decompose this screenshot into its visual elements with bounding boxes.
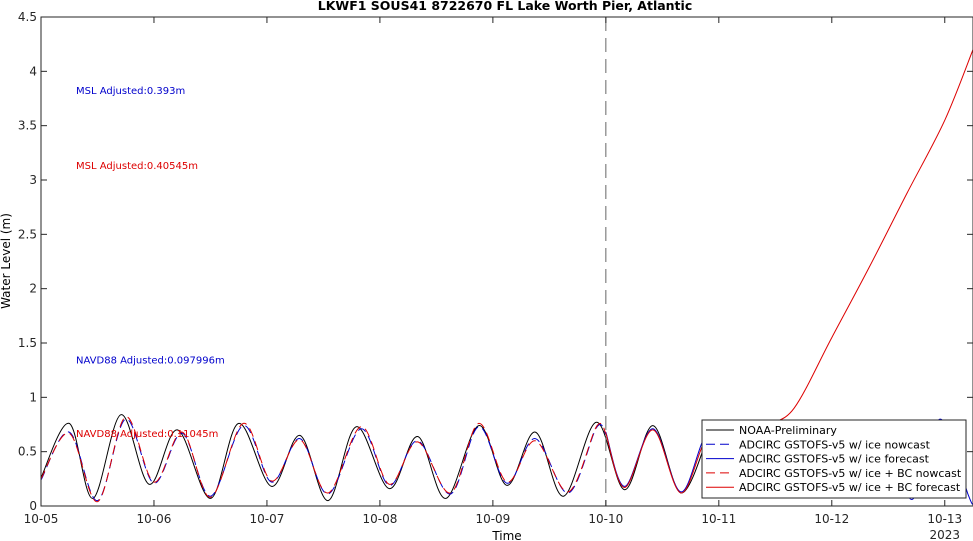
x-tick-label: 10-07 (250, 512, 285, 526)
chart-title: LKWF1 SOUS41 8722670 FL Lake Worth Pier,… (318, 0, 692, 13)
legend-entry-label: ADCIRC GSTOFS-v5 w/ ice + BC nowcast (739, 467, 962, 480)
x-axis-label: Time (491, 529, 521, 541)
y-tick-label: 4 (29, 64, 37, 78)
legend-entry-label: ADCIRC GSTOFS-v5 w/ ice + BC forecast (739, 481, 961, 494)
x-tick-label: 10-13 (927, 512, 962, 526)
y-tick-label: 1 (29, 390, 37, 404)
y-axis-label: Water Level (m) (0, 213, 13, 309)
legend-entry-label: NOAA-Preliminary (739, 424, 837, 437)
plot-area-frame (40, 16, 973, 507)
annotation-label: MSL Adjusted:0.393m (76, 86, 185, 97)
y-tick-label: 0 (29, 499, 37, 513)
x-tick-label: 10-06 (137, 512, 172, 526)
y-tick-label: 0.5 (18, 445, 37, 459)
x-tick-label: 10-10 (588, 512, 623, 526)
y-tick-label: 3.5 (18, 119, 37, 133)
legend-entry-label: ADCIRC GSTOFS-v5 w/ ice nowcast (739, 438, 931, 451)
y-tick-label: 2 (29, 282, 37, 296)
annotation-label: MSL Adjusted:0.40545m (76, 161, 198, 172)
annotation-label: NAVD88 Adjusted:0.097996m (76, 355, 225, 366)
legend-entry-label: ADCIRC GSTOFS-v5 w/ ice forecast (739, 453, 930, 466)
y-tick-label: 3 (29, 173, 37, 187)
x-tick-label: 10-11 (701, 512, 736, 526)
x-tick-label: 10-12 (814, 512, 849, 526)
x-tick-label: 10-09 (475, 512, 510, 526)
y-tick-label: 1.5 (18, 336, 37, 350)
y-tick-label: 4.5 (18, 10, 37, 24)
annotation-label: NAVD88 Adjusted:0.11045m (76, 429, 218, 440)
y-tick-label: 2.5 (18, 227, 37, 241)
x-year-label: 2023 (929, 528, 960, 541)
x-tick-label: 10-08 (362, 512, 397, 526)
x-tick-label: 10-05 (24, 512, 59, 526)
legend-box (701, 419, 967, 499)
series-line-4 (41, 416, 607, 503)
